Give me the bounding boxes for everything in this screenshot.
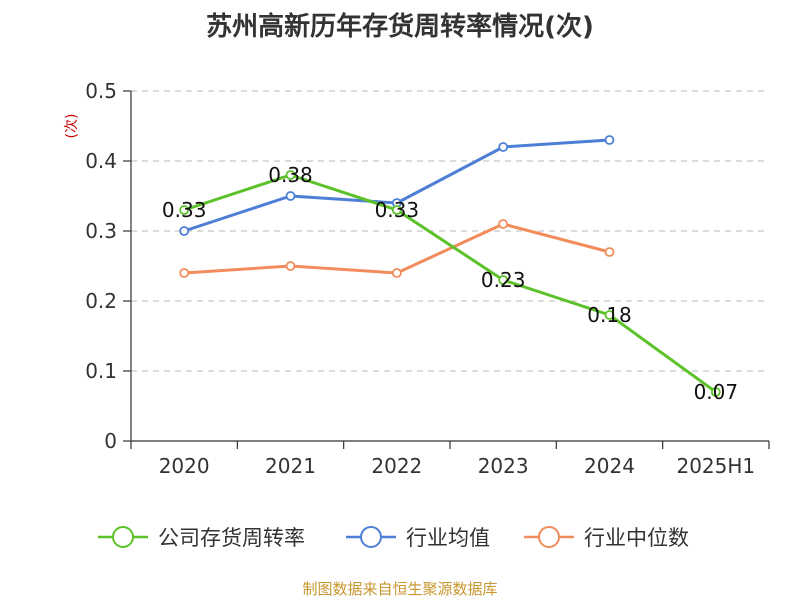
legend-label: 行业均值 [406, 526, 490, 550]
legend-marker [360, 526, 382, 548]
y-tick-label: 0.5 [85, 79, 117, 103]
data-point [498, 142, 509, 152]
x-tick-label: 2021 [265, 454, 316, 478]
legend-label: 行业中位数 [584, 526, 689, 550]
x-tick-label: 2025H1 [676, 454, 755, 478]
data-point [604, 135, 615, 145]
data-point [604, 310, 615, 320]
data-label: 0.33 [162, 198, 207, 222]
legend: 公司存货周转率 行业均值 行业中位数 [98, 526, 689, 550]
data-label: 0.18 [587, 303, 632, 327]
series-1 [179, 135, 615, 236]
series-2 [179, 219, 615, 278]
y-tick-label: 0.1 [85, 359, 117, 383]
grid-lines [131, 90, 769, 372]
x-tick-label: 2024 [584, 454, 635, 478]
y-axis-unit-label: (次) [64, 114, 80, 139]
legend-marker [538, 526, 560, 548]
data-point [498, 275, 509, 285]
data-point [498, 219, 509, 229]
x-tick-label: 2020 [159, 454, 210, 478]
data-point [285, 261, 296, 271]
y-tick-label: 0.4 [85, 149, 117, 173]
data-label: 0.33 [375, 198, 420, 222]
y-tick-label: 0.2 [85, 289, 117, 313]
legend-item-0: 公司存货周转率 [98, 526, 305, 550]
x-tick-label: 2023 [478, 454, 529, 478]
legend-item-2: 行业中位数 [524, 526, 689, 550]
y-tick-label: 0.3 [85, 219, 117, 243]
data-source-note: 制图数据来自恒生聚源数据库 [302, 580, 498, 598]
series-line [183, 173, 717, 394]
chart-title: 苏州高新历年存货周转率情况(次) [206, 12, 594, 42]
data-point [391, 205, 402, 215]
data-point [179, 268, 190, 278]
series-lines: 0.33 0.38 0.33 0.23 0.18 0.07 [162, 135, 738, 404]
series-0: 0.33 0.38 0.33 0.23 0.18 0.07 [162, 163, 738, 404]
legend-marker [112, 526, 134, 548]
y-tick-label: 0 [104, 429, 117, 453]
data-label: 0.23 [481, 268, 526, 292]
legend-label: 公司存货周转率 [158, 526, 305, 550]
data-point [710, 387, 721, 397]
data-label: 0.07 [694, 380, 739, 404]
data-label: 0.38 [268, 163, 313, 187]
legend-item-1: 行业均值 [346, 526, 490, 550]
x-tick-label: 2022 [371, 454, 422, 478]
axes: 0 0.1 0.2 0.3 0.4 0.5 2020 2021 2022 2023 2024 2025… [85, 79, 770, 478]
data-point [604, 247, 615, 257]
data-point [285, 191, 296, 201]
data-point [179, 205, 190, 215]
data-point [179, 226, 190, 236]
data-point [391, 268, 402, 278]
data-point [285, 170, 296, 180]
